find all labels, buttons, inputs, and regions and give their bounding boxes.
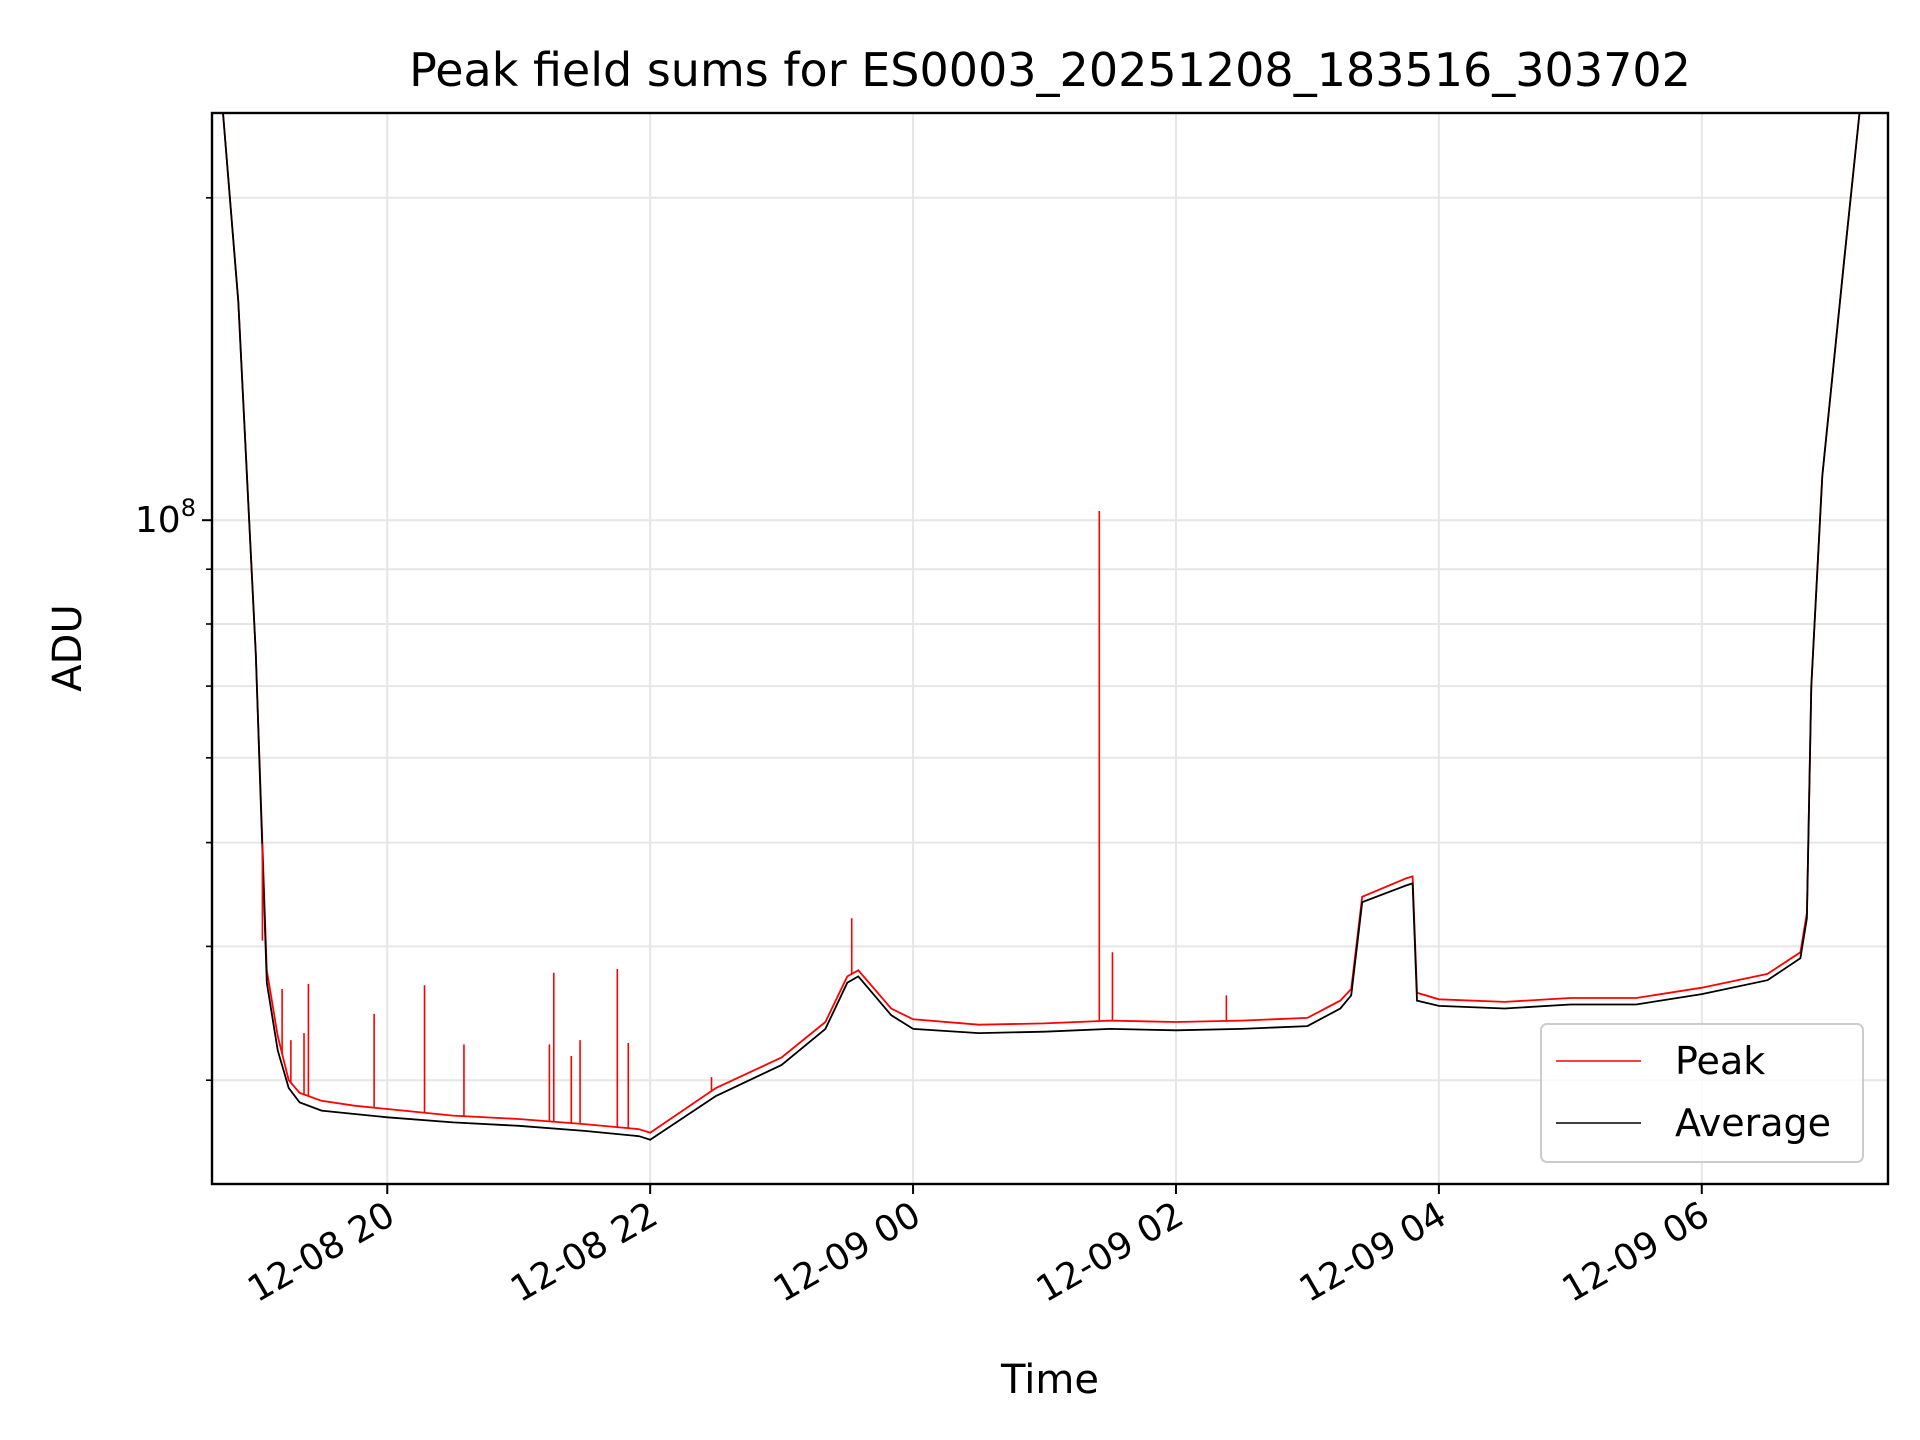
chart-title: Peak field sums for ES0003_20251208_1835…: [409, 43, 1691, 97]
x-axis-label: Time: [1000, 1357, 1099, 1403]
grid: [212, 113, 1888, 1184]
legend: Peak Average: [1540, 1023, 1864, 1163]
plot-frame: [210, 111, 1890, 1186]
y-tick-label: 108: [135, 494, 196, 541]
series-line-peak: [212, 113, 1861, 1134]
legend-label-peak: Peak: [1675, 1039, 1765, 1083]
legend-box: [1540, 1023, 1864, 1163]
series-layer: [212, 113, 1861, 1141]
legend-label-average: Average: [1675, 1101, 1831, 1145]
y-axis: 108: [135, 197, 212, 1082]
y-axis-label: ADU: [45, 604, 91, 691]
series-line-average: [212, 113, 1861, 1141]
